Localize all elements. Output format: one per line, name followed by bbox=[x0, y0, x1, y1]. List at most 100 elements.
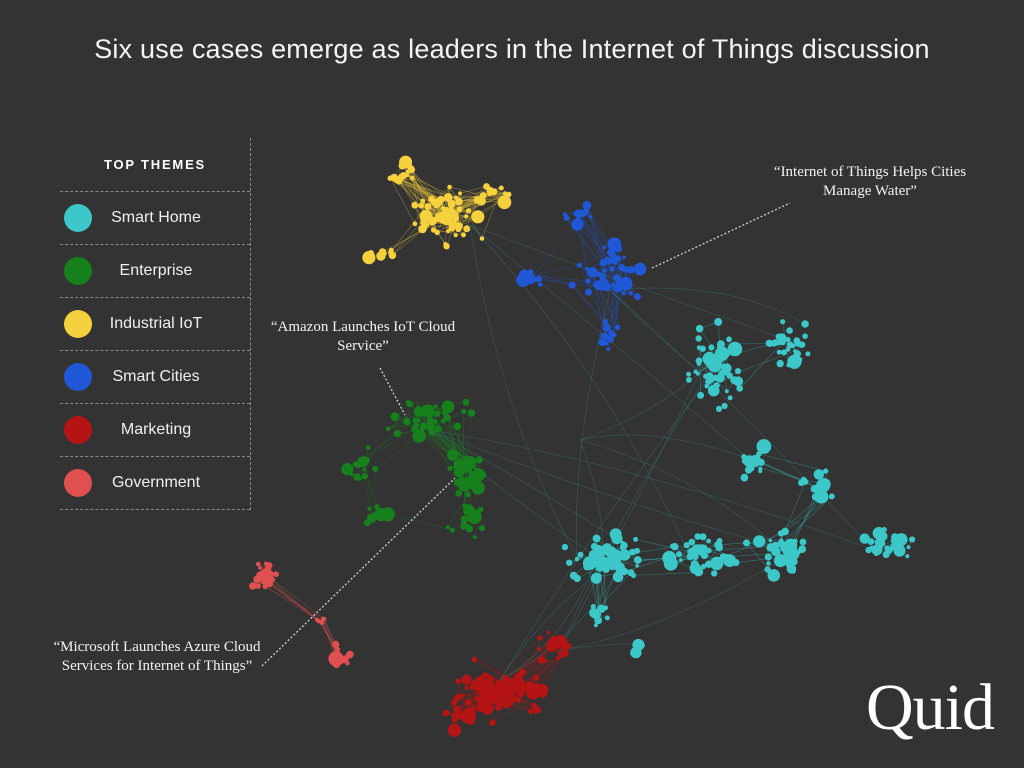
node-enterprise bbox=[478, 525, 486, 532]
node-enterprise bbox=[465, 491, 471, 498]
edge-enterprise bbox=[420, 431, 474, 462]
node-enterprise bbox=[412, 417, 419, 425]
node-smart-home bbox=[781, 527, 789, 536]
node-marketing bbox=[442, 709, 450, 717]
node-enterprise bbox=[465, 474, 481, 490]
legend-swatch-enterprise bbox=[64, 257, 92, 285]
node-industrial-iot bbox=[463, 225, 471, 233]
node-industrial-iot bbox=[503, 191, 507, 196]
node-smart-home bbox=[714, 317, 723, 326]
node-smart-home bbox=[574, 556, 580, 562]
node-smart-home bbox=[611, 533, 623, 545]
node-smart-home bbox=[590, 604, 596, 610]
node-industrial-iot bbox=[453, 233, 458, 238]
node-smart-cities bbox=[621, 291, 627, 296]
node-enterprise bbox=[349, 472, 354, 477]
node-industrial-iot bbox=[412, 221, 418, 227]
node-enterprise bbox=[367, 506, 372, 511]
node-smart-home bbox=[602, 565, 610, 574]
edge-government bbox=[268, 583, 318, 620]
node-marketing bbox=[493, 684, 508, 700]
node-smart-home bbox=[756, 451, 762, 457]
edge-industrial-iot bbox=[394, 177, 449, 214]
node-enterprise bbox=[412, 424, 417, 429]
node-industrial-iot bbox=[461, 232, 466, 238]
node-smart-home bbox=[715, 405, 723, 412]
node-smart-home bbox=[683, 542, 690, 549]
node-smart-home bbox=[582, 556, 597, 570]
node-smart-home bbox=[720, 364, 727, 371]
node-smart-home bbox=[757, 458, 765, 466]
node-enterprise bbox=[447, 449, 459, 461]
node-smart-home bbox=[859, 533, 870, 544]
node-smart-home bbox=[730, 376, 739, 385]
edge-industrial-iot bbox=[411, 169, 450, 212]
edge-marketing bbox=[535, 632, 549, 679]
edge-government bbox=[267, 579, 318, 620]
node-smart-home bbox=[828, 493, 835, 500]
edge-smart-home bbox=[698, 347, 701, 396]
node-smart-home bbox=[686, 371, 692, 377]
edge-smart-cities bbox=[578, 265, 608, 328]
node-enterprise bbox=[433, 404, 438, 409]
node-marketing bbox=[502, 675, 509, 681]
node-smart-home bbox=[697, 391, 705, 399]
node-smart-home bbox=[766, 561, 771, 566]
edge-cross-cluster bbox=[429, 429, 613, 568]
legend-item-smart-home: Smart Home bbox=[60, 192, 250, 245]
edge-cross-cluster bbox=[469, 224, 696, 569]
node-enterprise bbox=[393, 429, 402, 438]
node-smart-home bbox=[711, 570, 718, 577]
node-smart-cities bbox=[587, 267, 598, 278]
node-smart-cities bbox=[602, 323, 611, 332]
node-enterprise bbox=[468, 512, 475, 519]
node-smart-home bbox=[671, 543, 679, 551]
node-smart-cities bbox=[602, 245, 607, 250]
node-industrial-iot bbox=[440, 206, 446, 211]
node-smart-home bbox=[597, 548, 602, 553]
edge-enterprise bbox=[457, 426, 465, 486]
node-smart-home bbox=[726, 336, 732, 343]
node-smart-home bbox=[871, 544, 883, 556]
node-smart-home bbox=[694, 533, 701, 540]
node-industrial-iot bbox=[409, 175, 415, 181]
node-smart-home bbox=[877, 531, 888, 542]
node-enterprise bbox=[442, 409, 449, 417]
node-industrial-iot bbox=[443, 242, 448, 247]
node-smart-home bbox=[805, 351, 811, 357]
legend-item-industrial-iot: Industrial IoT bbox=[60, 298, 250, 351]
node-enterprise bbox=[464, 523, 470, 529]
node-smart-home bbox=[732, 559, 740, 567]
node-smart-cities bbox=[633, 262, 647, 276]
legend-item-government: Government bbox=[60, 457, 250, 510]
node-industrial-iot bbox=[455, 222, 464, 230]
edge-smart-cities bbox=[579, 212, 604, 263]
node-smart-home bbox=[695, 324, 704, 333]
edge-smart-home bbox=[761, 462, 806, 483]
node-industrial-iot bbox=[399, 172, 408, 180]
node-smart-home bbox=[618, 563, 623, 568]
themes-legend: TOP THEMES Smart Home Enterprise Industr… bbox=[60, 138, 251, 510]
node-marketing bbox=[535, 683, 549, 697]
node-marketing bbox=[456, 705, 461, 711]
network-edges bbox=[252, 165, 913, 731]
node-smart-home bbox=[767, 569, 781, 582]
node-smart-home bbox=[785, 561, 792, 568]
node-smart-home bbox=[620, 541, 628, 550]
edge-enterprise bbox=[372, 468, 376, 520]
edge-industrial-iot bbox=[398, 178, 449, 198]
node-smart-home bbox=[630, 572, 637, 579]
edge-smart-cities bbox=[532, 264, 580, 277]
node-industrial-iot bbox=[409, 164, 413, 168]
edge-smart-home bbox=[720, 342, 770, 345]
node-government bbox=[345, 653, 350, 658]
callout-water: “Internet of Things Helps Cities Manage … bbox=[773, 164, 967, 199]
node-industrial-iot bbox=[498, 185, 504, 191]
node-smart-cities bbox=[599, 276, 606, 283]
node-enterprise bbox=[477, 506, 484, 513]
node-smart-home bbox=[802, 478, 809, 485]
edge-cross-cluster bbox=[559, 348, 712, 651]
node-smart-home bbox=[785, 347, 791, 352]
node-industrial-iot bbox=[455, 197, 463, 206]
edge-industrial-iot bbox=[459, 186, 487, 194]
